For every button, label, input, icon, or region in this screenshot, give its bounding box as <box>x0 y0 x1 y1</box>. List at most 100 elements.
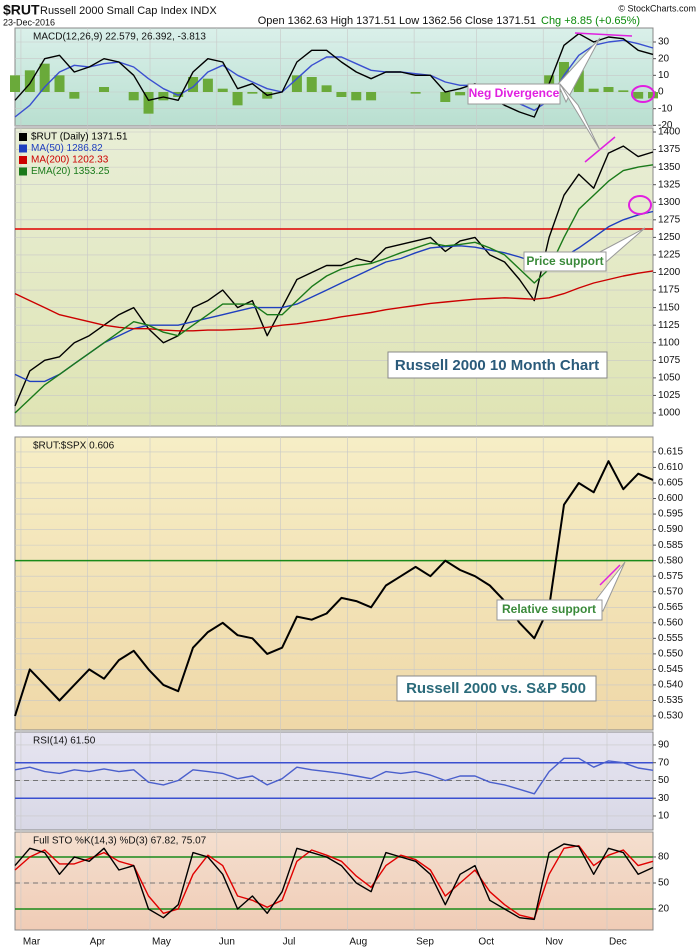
y-tick-label: 70 <box>658 757 670 768</box>
y-tick-label: -10 <box>658 103 673 114</box>
y-tick-label: 10 <box>658 70 670 81</box>
highlight-circle <box>631 85 655 103</box>
panel-background <box>14 127 654 427</box>
x-tick-label: Nov <box>545 937 563 948</box>
divergence-line <box>574 32 633 37</box>
histogram-bar <box>366 92 377 101</box>
credit: © StockCharts.com <box>618 3 696 13</box>
histogram-bar <box>158 92 169 101</box>
annotation: Neg Divergence <box>469 86 560 100</box>
y-tick-label: 1200 <box>658 267 681 278</box>
annotation: Russell 2000 vs. S&P 500 <box>406 680 586 697</box>
y-tick-label: 50 <box>658 878 670 889</box>
divergence-line <box>599 564 621 586</box>
y-tick-label: 0.535 <box>658 695 683 706</box>
y-tick-label: 0.570 <box>658 586 683 597</box>
histogram-bar <box>336 92 347 97</box>
y-tick-label: 1050 <box>658 373 681 384</box>
legend-entry: EMA(20) 1353.25 <box>31 166 110 177</box>
x-tick-label: Jul <box>283 937 296 948</box>
y-tick-label: 1125 <box>658 320 680 331</box>
histogram-bar <box>202 78 213 92</box>
callout <box>557 37 601 104</box>
histogram-bar <box>351 92 362 101</box>
y-tick-label: 1225 <box>658 250 681 261</box>
date: 23-Dec-2016 <box>3 17 55 27</box>
histogram-bar <box>10 75 20 92</box>
legend-entry: MA(50) 1286.82 <box>31 143 103 154</box>
y-tick-label: 50 <box>658 775 670 786</box>
legend-swatch <box>19 156 27 164</box>
y-tick-label: 1400 <box>658 127 681 138</box>
series-line <box>14 270 654 332</box>
x-tick-label: Apr <box>90 937 106 948</box>
histogram-bar <box>321 85 332 92</box>
y-tick-label: 0.595 <box>658 509 683 520</box>
histogram-bar <box>99 87 110 92</box>
x-tick-label: Mar <box>23 937 41 948</box>
y-tick-label: 0.560 <box>658 617 683 628</box>
series-line <box>14 145 654 407</box>
y-tick-label: 0.610 <box>658 462 683 473</box>
y-tick-label: 90 <box>658 740 670 751</box>
y-tick-label: 30 <box>658 37 670 48</box>
y-tick-label: 0.555 <box>658 633 683 644</box>
x-tick-label: Dec <box>609 937 627 948</box>
legend-swatch <box>19 144 27 153</box>
histogram-bar <box>588 88 599 92</box>
histogram-bar <box>54 75 65 92</box>
series-line <box>14 843 654 921</box>
panel-background <box>14 831 654 931</box>
y-tick-label: 0.545 <box>658 664 683 675</box>
legend-swatch <box>19 133 27 141</box>
panel-label: MACD(12,26,9) 22.579, 26.392, -3.813 <box>33 32 206 43</box>
y-tick-label: 0.550 <box>658 649 683 660</box>
symbol: $RUT <box>3 2 40 18</box>
histogram-bar <box>24 70 35 92</box>
annotation: Relative support <box>502 602 596 616</box>
y-tick-label: 30 <box>658 793 670 804</box>
x-tick-label: Aug <box>349 937 367 948</box>
y-tick-label: 0.590 <box>658 524 683 535</box>
y-tick-label: 1250 <box>658 232 681 243</box>
x-tick-label: Sep <box>416 937 434 948</box>
annotation-box <box>523 251 607 272</box>
y-tick-label: 1275 <box>658 214 681 225</box>
y-tick-label: 20 <box>658 904 670 915</box>
y-tick-label: 0.540 <box>658 680 683 691</box>
histogram-bar <box>128 92 139 101</box>
annotation: Price support <box>526 254 603 268</box>
histogram-bar <box>232 92 243 106</box>
y-tick-label: 0.530 <box>658 711 683 722</box>
histogram-bar <box>618 90 629 92</box>
y-tick-label: 0.580 <box>658 555 683 566</box>
y-tick-label: 1325 <box>658 179 681 190</box>
panel-label: RSI(14) 61.50 <box>33 736 96 747</box>
panel-label: $RUT:$SPX 0.606 <box>33 441 115 452</box>
legend-entry: MA(200) 1202.33 <box>31 155 109 166</box>
histogram-bar <box>603 87 614 92</box>
y-tick-label: 0.605 <box>658 478 683 489</box>
x-tick-label: Oct <box>478 937 494 948</box>
y-tick-label: 10 <box>658 811 670 822</box>
histogram-bar <box>247 92 258 94</box>
annotation-box <box>467 83 561 105</box>
x-tick-label: Jun <box>219 937 235 948</box>
annotation-box <box>396 675 597 702</box>
series-line <box>14 845 654 920</box>
y-tick-label: 1000 <box>658 408 681 419</box>
histogram-bar <box>217 88 228 92</box>
ohlc: Open 1362.63 High 1371.51 Low 1362.56 Cl… <box>258 15 536 27</box>
annotation-box <box>496 599 603 621</box>
histogram-bar <box>410 92 421 94</box>
y-tick-label: 1175 <box>658 285 680 296</box>
y-tick-label: 1300 <box>658 197 681 208</box>
histogram-bar <box>188 77 199 92</box>
annotation: Russell 2000 10 Month Chart <box>395 357 599 374</box>
y-tick-label: 1375 <box>658 144 681 155</box>
callout <box>559 83 601 151</box>
y-tick-label: 0 <box>658 87 664 98</box>
change: Chg +8.85 (+0.65%) <box>541 15 640 27</box>
y-tick-label: 0.600 <box>658 493 683 504</box>
